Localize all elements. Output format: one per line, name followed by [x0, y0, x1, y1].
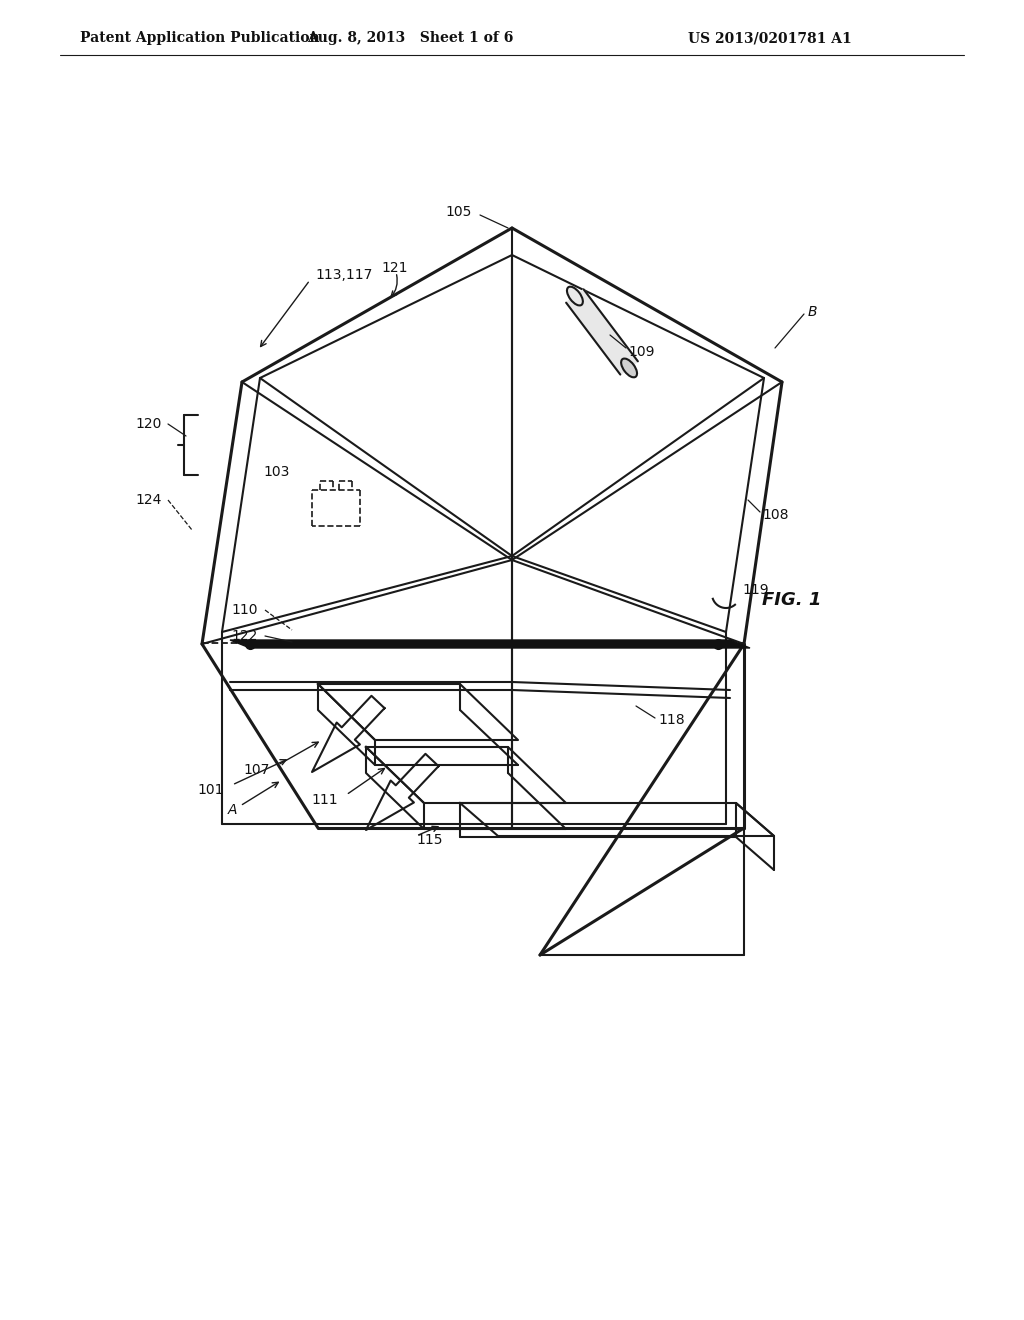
- Ellipse shape: [567, 286, 583, 305]
- Ellipse shape: [622, 359, 637, 378]
- Text: A: A: [228, 803, 238, 817]
- Text: US 2013/0201781 A1: US 2013/0201781 A1: [688, 30, 852, 45]
- Text: FIG. 1: FIG. 1: [762, 591, 821, 609]
- Text: 111: 111: [311, 793, 338, 807]
- Text: 113,117: 113,117: [315, 268, 373, 282]
- Text: 120: 120: [135, 417, 162, 432]
- Text: 105: 105: [445, 205, 472, 219]
- Text: 122: 122: [231, 630, 258, 643]
- Polygon shape: [230, 640, 750, 648]
- Text: 103: 103: [263, 465, 290, 479]
- Text: 118: 118: [658, 713, 685, 727]
- Text: 110: 110: [231, 603, 258, 616]
- Text: 109: 109: [628, 345, 654, 359]
- Polygon shape: [566, 289, 638, 375]
- Text: 124: 124: [135, 492, 162, 507]
- Text: 119: 119: [742, 583, 769, 597]
- Text: Patent Application Publication: Patent Application Publication: [80, 30, 319, 45]
- Text: 108: 108: [762, 508, 788, 521]
- Text: 121: 121: [382, 261, 409, 275]
- Text: 115: 115: [416, 833, 442, 847]
- Text: Aug. 8, 2013   Sheet 1 of 6: Aug. 8, 2013 Sheet 1 of 6: [307, 30, 513, 45]
- Text: 107: 107: [244, 763, 270, 777]
- Text: B: B: [808, 305, 817, 319]
- Text: 101: 101: [198, 783, 224, 797]
